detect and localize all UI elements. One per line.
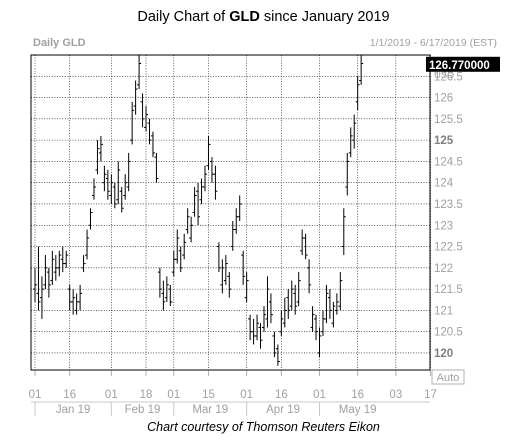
- auto-button[interactable]: [431, 369, 465, 385]
- month-label: Jan 19: [56, 404, 91, 416]
- chart-header-symbol: Daily GLD: [33, 37, 86, 49]
- month-label: Apr 19: [266, 404, 300, 416]
- x-tick-label: 01: [240, 389, 253, 401]
- x-tick-label: 01: [313, 389, 326, 401]
- x-tick-label: 01: [105, 389, 118, 401]
- x-tick-label: 01: [167, 389, 180, 401]
- y-tick-label: 123: [434, 220, 453, 232]
- x-tick-label: 01: [29, 389, 42, 401]
- y-tick-label: 122: [434, 263, 453, 275]
- y-tick-label: 125: [434, 135, 454, 147]
- auto-button-label: Auto: [437, 372, 460, 384]
- y-tick-label: 124.5: [434, 156, 463, 168]
- last-price-badge: [426, 56, 500, 72]
- y-tick-label: 123.5: [434, 199, 463, 211]
- x-tick-label: 16: [63, 389, 76, 401]
- y-tick-label: 125.5: [434, 114, 463, 126]
- y-tick-label: 120: [434, 348, 453, 360]
- y-tick-label: 126.5: [434, 71, 463, 83]
- x-tick-label: 16: [275, 389, 288, 401]
- plot-frame: [30, 54, 431, 371]
- y-tick-label: 120.5: [434, 327, 463, 339]
- y-tick-label: 122.5: [434, 242, 463, 254]
- x-tick-label: 16: [351, 389, 364, 401]
- title-ticker: GLD: [229, 9, 260, 25]
- last-price-value: 126.770000: [429, 60, 490, 72]
- month-label: May 19: [339, 404, 377, 416]
- x-tick-label: 18: [140, 389, 153, 401]
- y-tick-label: 121.5: [434, 284, 463, 296]
- y-tick-label: 126: [434, 93, 453, 105]
- chart-title: Daily Chart of GLD since January 2019: [0, 9, 527, 25]
- chart-credit: Chart courtesy of Thomson Reuters Eikon: [147, 420, 380, 434]
- usd-label: USD: [434, 70, 454, 81]
- month-label: Mar 19: [192, 404, 228, 416]
- x-tick-label: 15: [202, 389, 215, 401]
- title-prefix: Daily Chart of: [137, 9, 230, 25]
- x-tick-label: 17: [424, 389, 437, 401]
- x-tick-label: 03: [389, 389, 402, 401]
- month-label: Feb 19: [125, 404, 161, 416]
- title-suffix: since January 2019: [259, 9, 390, 25]
- chart-header-range: 1/1/2019 - 6/17/2019 (EST): [370, 37, 497, 49]
- y-tick-label: 124: [434, 178, 454, 190]
- y-tick-label: 121: [434, 305, 453, 317]
